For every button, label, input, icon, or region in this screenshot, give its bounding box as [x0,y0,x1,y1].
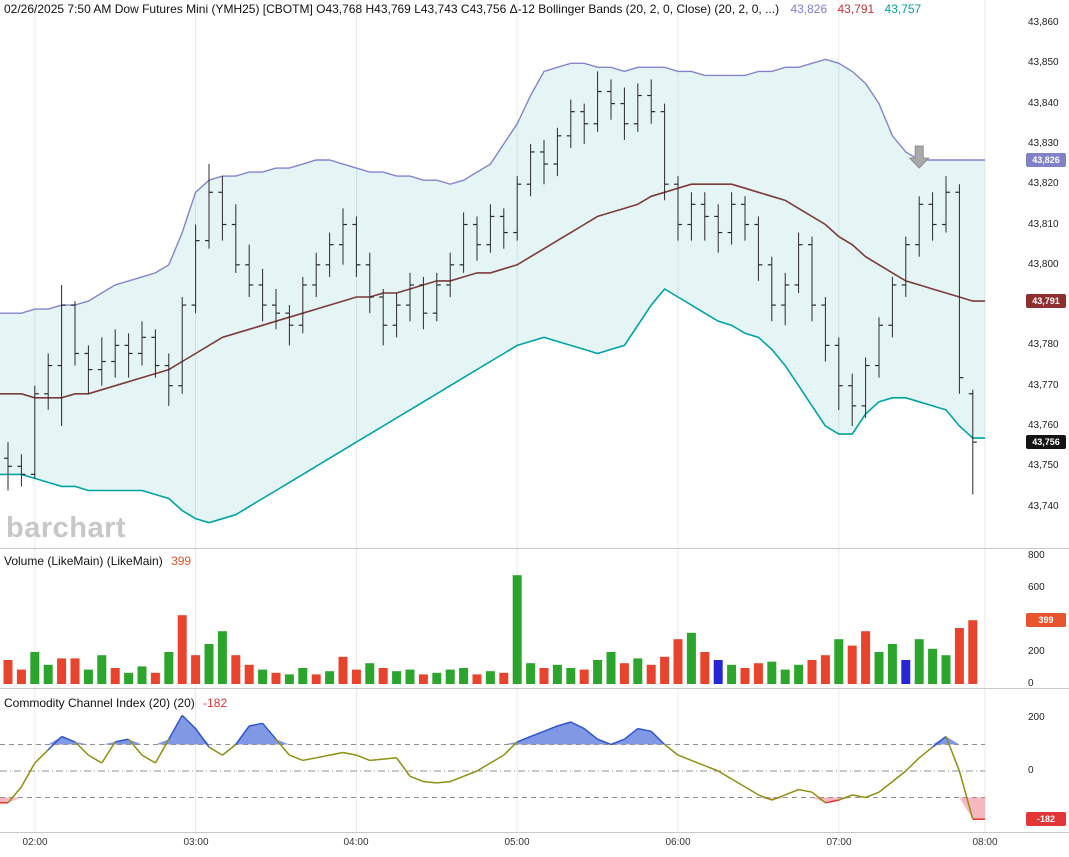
volume-axis-label: 200 [1028,646,1045,657]
price-axis-label: 43,750 [1028,460,1059,471]
volume-panel-title: Volume (LikeMain) (LikeMain) 399 [4,554,191,568]
bollinger-middle-value: 43,791 [837,2,875,16]
barchart-watermark: barchart [6,512,127,544]
price-axis-label: 43,780 [1028,339,1059,350]
cci-high-fill [0,715,985,745]
price-badge-last-close: 43,756 [1026,435,1066,449]
price-axis-label: 43,800 [1028,259,1059,270]
gridlines [34,0,986,832]
price-badge-bollinger-upper: 43,826 [1026,153,1066,167]
price-axis-label: 43,740 [1028,501,1059,512]
volume-bars [3,575,978,684]
time-axis-label: 02:00 [22,837,48,848]
time-axis-label: 05:00 [504,837,530,848]
price-axis-label: 43,830 [1028,138,1059,149]
volume-axis-label: 0 [1028,678,1034,689]
time-axis-label: 07:00 [826,837,852,848]
header-main-text: 02/26/2025 7:50 AM Dow Futures Mini (YMH… [4,2,780,16]
cci-line [0,714,985,820]
bollinger-upper-line [0,58,985,314]
cci-badge: -182 [1026,812,1066,826]
price-axis-label: 43,860 [1028,17,1059,28]
cci-axis-label: 200 [1028,712,1045,723]
time-axis-label: 03:00 [183,837,209,848]
time-axis-label: 08:00 [972,837,998,848]
price-badge-bollinger-middle: 43,791 [1026,294,1066,308]
cci-title-text: Commodity Channel Index (20) (20) [4,696,195,710]
volume-axis-label: 600 [1028,582,1045,593]
volume-title-text: Volume (LikeMain) (LikeMain) [4,554,163,568]
panel-separators [0,548,1069,833]
price-axis-label: 43,760 [1028,420,1059,431]
time-axis-label: 04:00 [343,837,369,848]
ohlc-header: 02/26/2025 7:50 AM Dow Futures Mini (YMH… [4,2,921,16]
price-axis-label: 43,850 [1028,57,1059,68]
ohlc-bars [4,71,977,495]
cci-last-value: -182 [203,696,228,710]
bollinger-middle-line [0,183,985,399]
bollinger-upper-value: 43,826 [790,2,828,16]
cci-axis-label: 0 [1028,765,1034,776]
volume-badge: 399 [1026,613,1066,627]
time-axis-label: 06:00 [665,837,691,848]
volume-last-value: 399 [171,554,192,568]
price-axis-label: 43,810 [1028,219,1059,230]
down-arrow-marker [908,145,930,169]
cci-panel-title: Commodity Channel Index (20) (20) -182 [4,696,227,710]
volume-axis-label: 800 [1028,550,1045,561]
bollinger-lower-value: 43,757 [884,2,922,16]
price-axis-label: 43,820 [1028,178,1059,189]
bollinger-lower-line [0,287,985,524]
bollinger-fill [0,59,985,523]
price-axis-label: 43,770 [1028,380,1059,391]
price-axis-label: 43,840 [1028,98,1059,109]
cci-reference-lines [0,744,985,798]
